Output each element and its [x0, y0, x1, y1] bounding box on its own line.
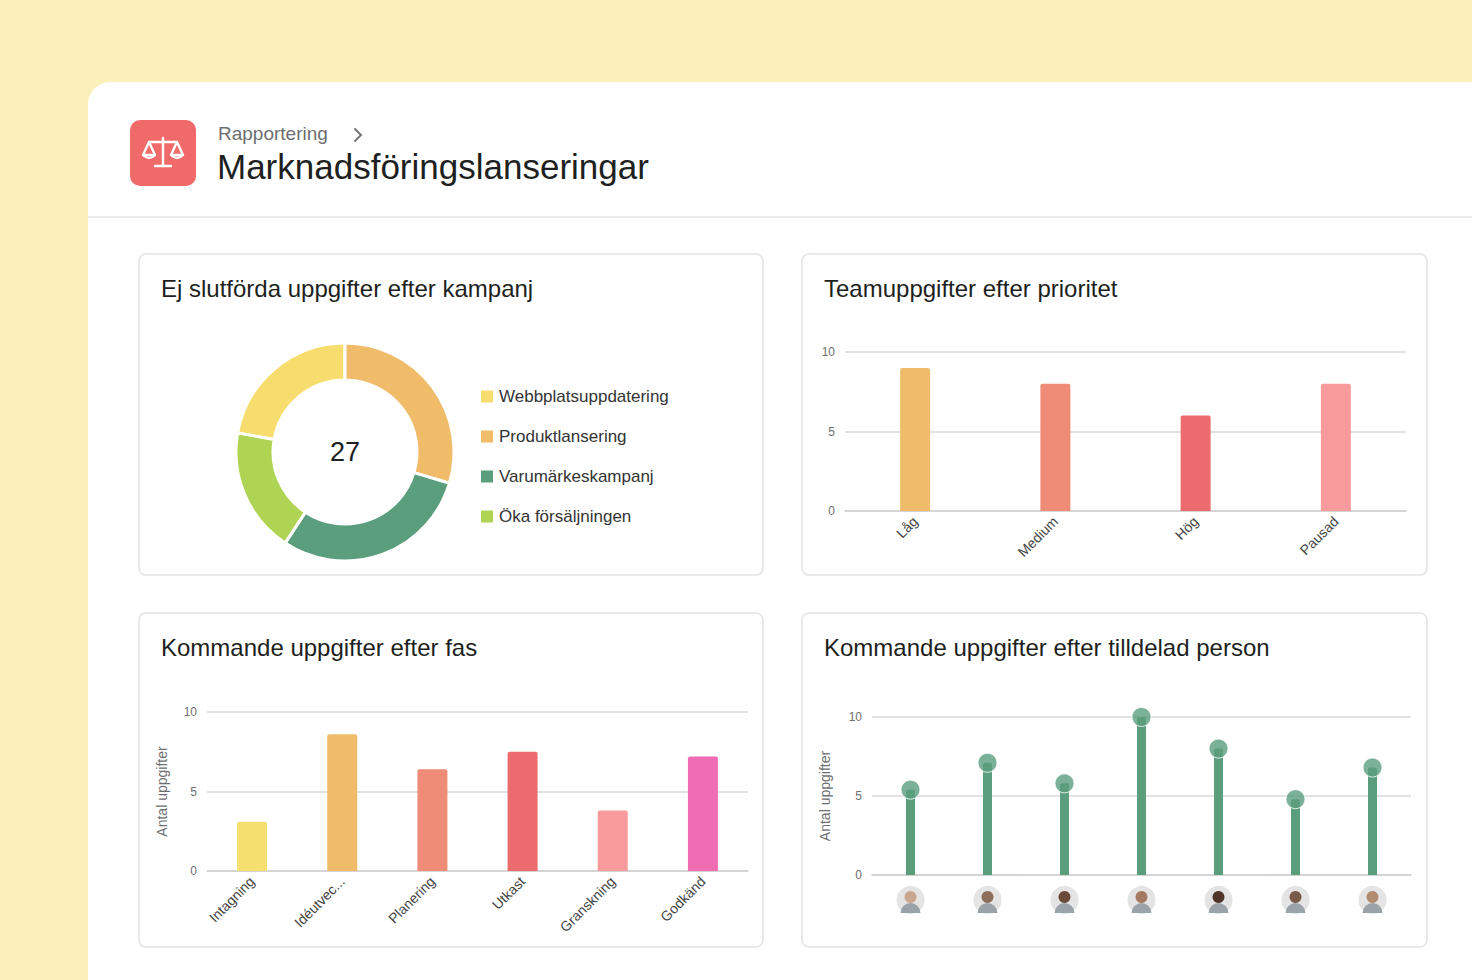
svg-text:Utkast: Utkast — [489, 873, 528, 912]
html-text:Rapportering: Rapportering — [218, 123, 328, 144]
svg-text:10: 10 — [849, 710, 863, 724]
svg-text:5: 5 — [190, 785, 197, 799]
svg-text:Varumärkeskampanj: Varumärkeskampanj — [499, 467, 654, 486]
svg-text:Webbplatsuppdatering: Webbplatsuppdatering — [499, 387, 669, 406]
svg-text:0: 0 — [855, 868, 862, 882]
svg-text:Planering: Planering — [385, 873, 438, 926]
html-text:Marknadsföringslanseringar: Marknadsföringslanseringar — [217, 147, 649, 186]
html-text:Teamuppgifter efter prioritet: Teamuppgifter efter prioritet — [824, 275, 1118, 302]
svg-text:Hög: Hög — [1172, 513, 1201, 542]
svg-text:10: 10 — [822, 345, 836, 359]
svg-text:Låg: Låg — [893, 513, 921, 541]
svg-text:Intagning: Intagning — [206, 873, 258, 925]
svg-text:Medium: Medium — [1015, 513, 1061, 559]
svg-text:5: 5 — [855, 789, 862, 803]
svg-text:Antal uppgifter: Antal uppgifter — [817, 751, 833, 842]
svg-text:Pausad: Pausad — [1297, 513, 1342, 558]
svg-text:10: 10 — [184, 705, 198, 719]
svg-text:Godkänd: Godkänd — [657, 873, 708, 924]
html-text:Ej slutförda uppgifter efter k: Ej slutförda uppgifter efter kampanj — [161, 275, 534, 302]
svg-text:Granskning: Granskning — [557, 873, 619, 935]
svg-text:Idéutvec...: Idéutvec... — [291, 873, 348, 930]
svg-text:0: 0 — [828, 504, 835, 518]
svg-text:0: 0 — [190, 864, 197, 878]
html-text:Kommande uppgifter efter fas: Kommande uppgifter efter fas — [161, 634, 478, 661]
svg-text:Öka försäljningen: Öka försäljningen — [499, 507, 631, 526]
html-text:Kommande uppgifter efter tilld: Kommande uppgifter efter tilldelad perso… — [824, 634, 1270, 661]
svg-text:Antal uppgifter: Antal uppgifter — [154, 746, 170, 837]
svg-text:27: 27 — [330, 437, 360, 467]
svg-text:Produktlansering: Produktlansering — [499, 427, 627, 446]
svg-text:5: 5 — [828, 425, 835, 439]
